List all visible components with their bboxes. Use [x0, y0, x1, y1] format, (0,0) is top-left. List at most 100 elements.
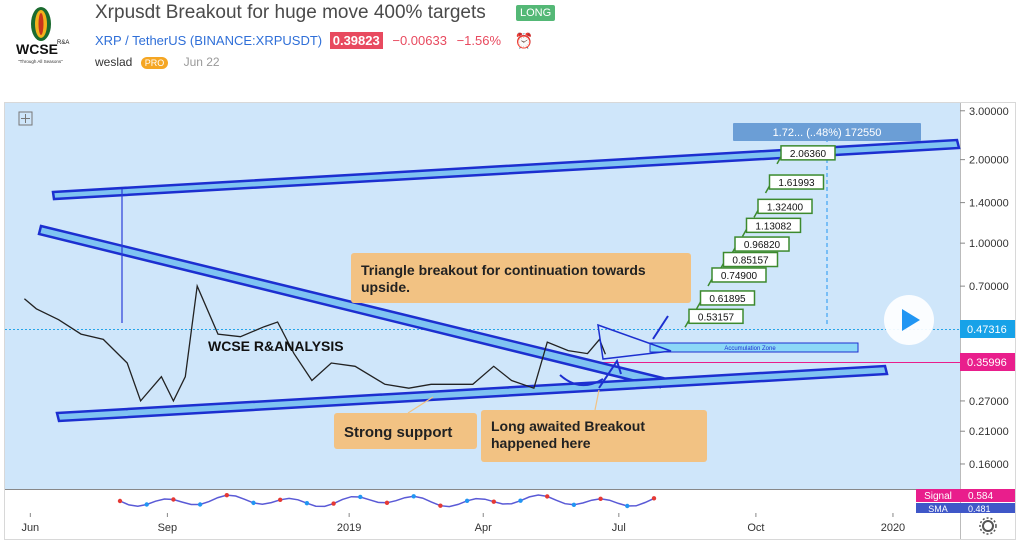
svg-text:"Through All Seasons": "Through All Seasons" — [18, 59, 63, 64]
indicator-dot — [331, 501, 336, 506]
settings-gear-icon[interactable] — [979, 517, 997, 535]
breakout-callout-line2: happened here — [491, 435, 591, 451]
breakout-arrow — [598, 358, 622, 389]
symbol-row: XRP / TetherUS (BINANCE:XRPUSDT) 0.39823… — [95, 32, 533, 50]
target-box — [757, 198, 813, 215]
price-change: −0.00633 — [392, 33, 447, 48]
accumulation-triangle — [597, 323, 672, 360]
indicator-dot — [278, 497, 283, 503]
indicator-dot — [651, 496, 657, 501]
target-box — [711, 267, 767, 283]
price-axis-ticks: 3.00000 2.00000 1.40000 1.00000 0.70000 0.270… — [960, 106, 1009, 471]
chart-panel[interactable]: Accumulation Zone 1.72... (..48%) 172550… — [4, 102, 1016, 540]
target-label: 0.61895 — [709, 294, 746, 305]
svg-text:Strong support: Strong support — [344, 424, 452, 441]
price-change-pct: −1.56% — [456, 33, 502, 48]
triangle-callout-line1: Triangle breakout for continuation towar… — [361, 262, 646, 278]
support-callout-pointer — [407, 396, 434, 414]
y-tick-label: 0.27000 — [969, 396, 1009, 408]
crosshair-icon[interactable] — [18, 111, 33, 126]
time-axis-ticks: Jun Sep 2019 Apr Jul Oct 2020 — [21, 513, 905, 534]
current-price-axis-label: 0.47316 — [960, 320, 1015, 338]
svg-text:1.72... (..48%) 172550: 1.72... (..48%) 172550 — [773, 127, 882, 139]
svg-text:R&A: R&A — [57, 40, 69, 46]
target-label: 1.32400 — [767, 202, 804, 213]
exchange-link[interactable]: (BINANCE:XRPUSDT) — [189, 33, 323, 48]
watermark-text: WCSE R&ANALYSIS — [208, 338, 344, 354]
target-label: 0.53157 — [698, 312, 735, 323]
support-callout: Strong support — [334, 413, 477, 449]
idea-header: WCSE R&A "Through All Seasons" Xrpusdt B… — [0, 0, 1018, 100]
indicator-markers — [117, 492, 657, 509]
y-tick-label: 1.40000 — [969, 198, 1009, 210]
symbol-link[interactable]: XRP / TetherUS — [95, 33, 187, 48]
y-tick-label: 0.70000 — [969, 281, 1009, 293]
indicator-dot — [251, 500, 256, 506]
projection-arrow — [652, 315, 669, 340]
accumulation-zone-label: Accumulation Zone — [724, 346, 776, 352]
play-button[interactable] — [884, 295, 934, 345]
indicator-dot — [571, 502, 577, 508]
target-label: 1.61993 — [778, 178, 815, 189]
indicator-dot — [411, 494, 416, 499]
target-box — [745, 217, 802, 234]
price-chart[interactable]: Accumulation Zone 1.72... (..48%) 172550… — [5, 103, 1015, 539]
y-tick-label: 3.00000 — [969, 106, 1009, 118]
time-axis — [5, 513, 960, 539]
indicator-dot — [518, 498, 523, 503]
svg-text:0.584: 0.584 — [968, 491, 993, 502]
indicator-dot — [117, 498, 123, 504]
indicator-dot — [384, 500, 390, 506]
indicator-dot — [304, 500, 310, 506]
long-badge: LONG — [516, 5, 556, 21]
target-label: 0.96820 — [744, 240, 781, 251]
indicator-dot — [438, 503, 443, 508]
target-label: 1.13082 — [755, 221, 792, 232]
target-box — [722, 251, 779, 268]
indicator-dot — [625, 503, 630, 509]
idea-title: Xrpusdt Breakout for huge move 400% targ… — [95, 2, 486, 23]
indicator-dot — [224, 492, 229, 498]
triangle-callout-line2: upside. — [361, 279, 410, 295]
indicator-dot — [197, 502, 203, 507]
price-badge: 0.39823 — [329, 32, 383, 49]
support-price-axis-label: 0.35996 — [960, 353, 1015, 371]
svg-text:0.481: 0.481 — [968, 504, 991, 514]
svg-text:0.47316: 0.47316 — [967, 324, 1007, 336]
pro-badge: PRO — [140, 57, 169, 69]
indicator-dot — [598, 496, 603, 502]
y-tick-label: 2.00000 — [969, 155, 1009, 167]
author-row: weslad PRO Jun 22 — [95, 54, 220, 70]
svg-text:0.35996: 0.35996 — [967, 357, 1007, 369]
accumulation-zone[interactable] — [649, 342, 859, 353]
channel-resistance-line[interactable] — [51, 138, 961, 201]
breakout-curve — [559, 374, 604, 386]
alarm-clock-icon[interactable]: ⏰ — [514, 32, 534, 50]
sma-axis-label: SMA 0.481 — [916, 503, 1015, 514]
target-box — [780, 145, 836, 161]
indicator-pane — [5, 489, 960, 513]
indicator-dot — [358, 494, 363, 500]
svg-text:SMA: SMA — [928, 504, 948, 514]
x-tick-label: Sep — [158, 522, 178, 534]
x-tick-label: 2019 — [337, 522, 361, 534]
x-tick-label: Jun — [21, 522, 39, 534]
triangle-callout: Triangle breakout for continuation towar… — [351, 253, 691, 303]
indicator-dot — [464, 498, 470, 504]
author-name[interactable]: weslad — [95, 55, 133, 69]
support-trendline[interactable] — [55, 364, 889, 423]
target-box — [734, 236, 790, 252]
target-label: 0.74900 — [721, 271, 758, 282]
x-tick-label: Jul — [612, 522, 626, 534]
wcse-logo: WCSE R&A "Through All Seasons" — [16, 7, 69, 64]
indicator-dot — [491, 499, 496, 504]
measure-label: 1.72... (..48%) 172550 — [733, 123, 921, 141]
breakout-callout-line1: Long awaited Breakout — [491, 418, 645, 434]
y-tick-label: 1.00000 — [969, 238, 1009, 250]
x-tick-label: Oct — [747, 522, 764, 534]
target-box — [768, 174, 825, 190]
svg-text:Signal: Signal — [924, 491, 952, 502]
indicator-dot — [144, 502, 149, 507]
x-tick-label: 2020 — [881, 522, 905, 534]
publish-date: Jun 22 — [183, 55, 220, 69]
